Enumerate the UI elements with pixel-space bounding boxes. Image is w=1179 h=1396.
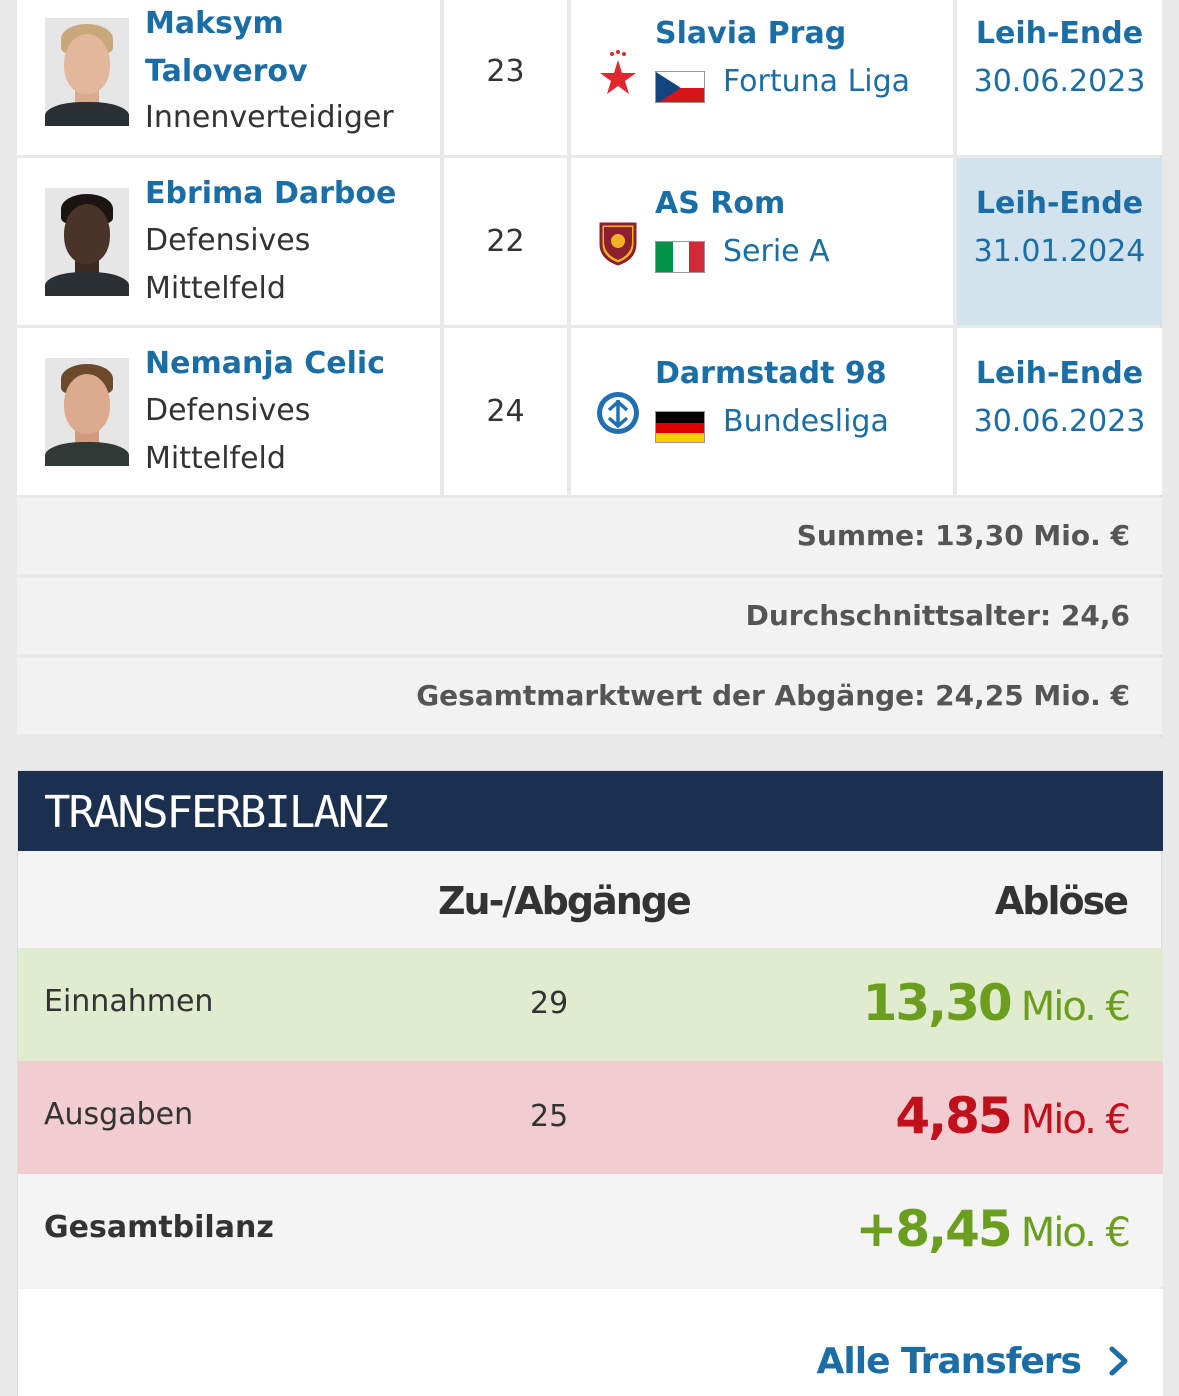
income-row: Einnahmen 29 13,30 Mio. € [18, 948, 1163, 1061]
income-amount-unit: Mio. € [1020, 984, 1131, 1030]
slavia-star-icon[interactable] [595, 48, 641, 96]
column-header-fee: Ablöse [994, 879, 1129, 923]
player-cell: Ebrima Darboe Defensives Mittelfeld [17, 158, 440, 325]
income-count: 29 [530, 986, 569, 1021]
fee-cell: Leih-Ende 31.01.2024 [957, 158, 1162, 325]
table-row: Maksym Taloverov Innenverteidiger 23 Sla… [17, 0, 1162, 155]
player-position: Defensives [145, 393, 311, 428]
loan-end-date[interactable]: 30.06.2023 [973, 64, 1146, 99]
loan-end-label[interactable]: Leih-Ende [975, 186, 1144, 221]
club-cell: Darmstadt 98 Bundesliga [571, 328, 953, 495]
club-name[interactable]: AS Rom [655, 186, 786, 221]
as-roma-crest-icon[interactable] [595, 218, 641, 266]
income-label: Einnahmen [44, 984, 214, 1019]
player-name[interactable]: Nemanja Celic [145, 346, 385, 381]
total-label: Gesamtbilanz [44, 1210, 274, 1245]
italy-flag-icon [655, 241, 705, 273]
expense-row: Ausgaben 25 4,85 Mio. € [18, 1061, 1163, 1174]
player-position-line2: Mittelfeld [145, 441, 286, 476]
summary-average-age: Durchschnittsalter: 24,6 [17, 578, 1162, 654]
loan-end-label[interactable]: Leih-Ende [975, 16, 1144, 51]
player-photo[interactable] [45, 358, 129, 466]
club-name[interactable]: Darmstadt 98 [655, 356, 887, 391]
expense-label: Ausgaben [44, 1097, 194, 1132]
player-position-line2: Mittelfeld [145, 271, 286, 306]
table-row: Ebrima Darboe Defensives Mittelfeld 22 A… [17, 158, 1162, 325]
player-name-first[interactable]: Maksym [145, 6, 284, 41]
player-photo[interactable] [45, 18, 129, 126]
transfer-balance-title: TRANSFERBILANZ [18, 771, 1163, 851]
player-age: 22 [444, 158, 567, 325]
player-photo[interactable] [45, 188, 129, 296]
league-name[interactable]: Bundesliga [723, 404, 889, 439]
summary-market-value: Gesamtmarktwert der Abgänge: 24,25 Mio. … [17, 658, 1162, 734]
expense-amount-unit: Mio. € [1020, 1097, 1131, 1143]
all-transfers-link[interactable]: Alle Transfers [816, 1341, 1082, 1382]
fee-cell: Leih-Ende 30.06.2023 [957, 328, 1162, 495]
player-age: 24 [444, 328, 567, 495]
club-cell: Slavia Prag Fortuna Liga [571, 0, 953, 155]
loan-end-label[interactable]: Leih-Ende [975, 356, 1144, 391]
darmstadt-crest-icon[interactable] [595, 388, 641, 436]
transfer-balance-box: TRANSFERBILANZ Zu-/Abgänge Ablöse Einnah… [17, 770, 1163, 1396]
total-amount: +8,45 Mio. € [855, 1200, 1131, 1258]
player-position: Defensives [145, 223, 311, 258]
player-cell: Nemanja Celic Defensives Mittelfeld [17, 328, 440, 495]
expense-amount: 4,85 Mio. € [895, 1087, 1131, 1145]
league-name[interactable]: Fortuna Liga [723, 64, 911, 99]
total-amount-value: +8,45 [855, 1200, 1012, 1258]
total-amount-unit: Mio. € [1020, 1210, 1131, 1256]
player-name-last[interactable]: Taloverov [145, 54, 308, 89]
club-name[interactable]: Slavia Prag [655, 16, 847, 51]
column-header-transfers: Zu-/Abgänge [438, 879, 692, 923]
player-name[interactable]: Ebrima Darboe [145, 176, 397, 211]
czech-flag-icon [655, 71, 705, 103]
summary-sum: Summe: 13,30 Mio. € [17, 498, 1162, 574]
player-age: 23 [444, 0, 567, 155]
total-row: Gesamtbilanz +8,45 Mio. € [18, 1174, 1163, 1287]
player-position: Innenverteidiger [145, 100, 394, 135]
expense-amount-value: 4,85 [895, 1087, 1012, 1145]
transfers-table: Maksym Taloverov Innenverteidiger 23 Sla… [17, 0, 1162, 737]
club-cell: AS Rom Serie A [571, 158, 953, 325]
table-row: Nemanja Celic Defensives Mittelfeld 24 D… [17, 328, 1162, 495]
germany-flag-icon [655, 411, 705, 443]
expense-count: 25 [530, 1099, 569, 1134]
loan-end-date[interactable]: 31.01.2024 [973, 234, 1146, 269]
league-name[interactable]: Serie A [723, 234, 830, 269]
loan-end-date[interactable]: 30.06.2023 [973, 404, 1146, 439]
player-cell: Maksym Taloverov Innenverteidiger [17, 0, 440, 155]
income-amount: 13,30 Mio. € [862, 974, 1131, 1032]
income-amount-value: 13,30 [862, 974, 1013, 1032]
fee-cell: Leih-Ende 30.06.2023 [957, 0, 1162, 155]
chevron-right-icon[interactable] [1101, 1343, 1135, 1379]
footer-link-area: Alle Transfers [18, 1289, 1163, 1396]
